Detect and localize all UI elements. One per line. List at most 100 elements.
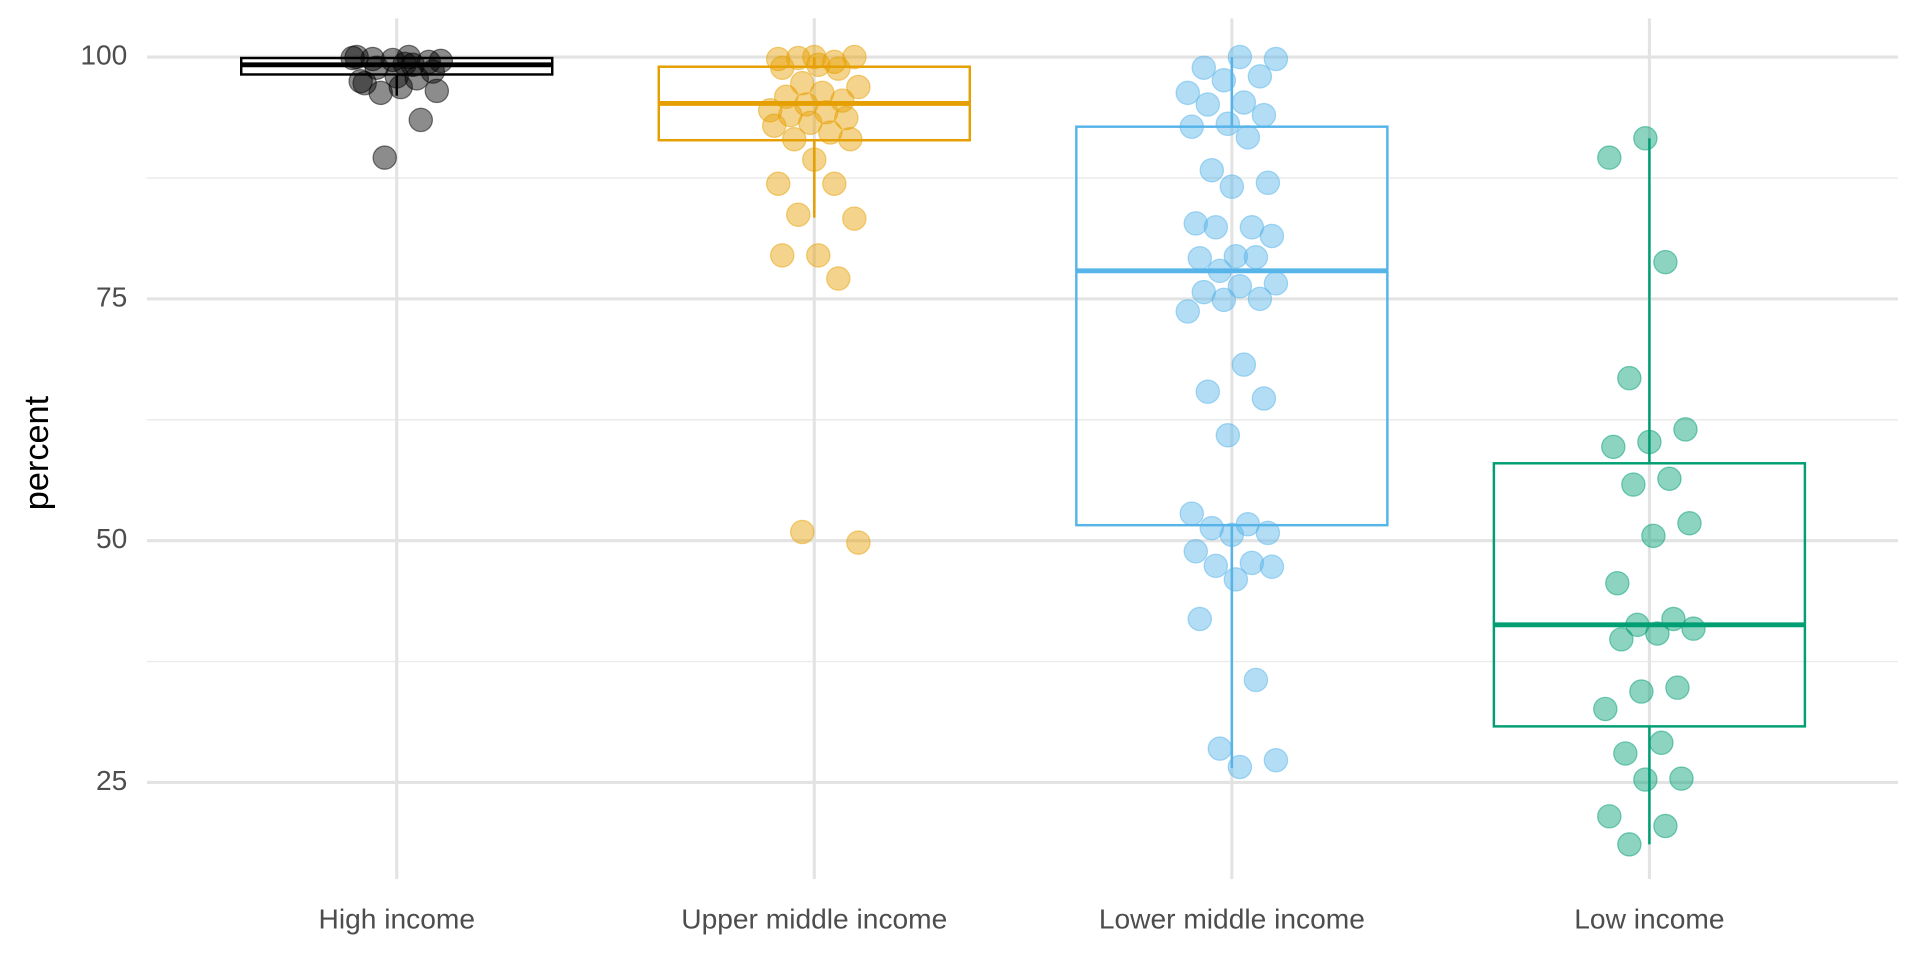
point — [786, 202, 811, 227]
point — [1235, 125, 1261, 150]
point — [1593, 696, 1618, 722]
point — [1243, 667, 1269, 693]
point — [1239, 550, 1265, 576]
point — [1633, 126, 1658, 151]
point — [822, 171, 847, 197]
point — [786, 45, 811, 71]
y-axis-label: percent — [18, 395, 56, 510]
point — [1195, 92, 1221, 117]
point — [1175, 299, 1200, 324]
point — [372, 145, 397, 170]
point — [790, 519, 815, 545]
point — [1263, 271, 1289, 296]
point — [1259, 223, 1285, 249]
point — [352, 70, 377, 96]
point — [424, 78, 450, 104]
point — [344, 44, 369, 70]
point — [1681, 616, 1706, 641]
point — [1211, 68, 1237, 93]
point — [838, 127, 863, 152]
point — [1597, 804, 1622, 829]
point — [790, 70, 815, 96]
x-tick-label: Upper middle income — [681, 903, 947, 934]
point — [798, 110, 823, 136]
point — [1179, 114, 1205, 139]
point — [1203, 215, 1229, 240]
point — [1617, 365, 1642, 391]
point — [1653, 813, 1678, 839]
point — [1223, 244, 1249, 269]
point — [1231, 352, 1257, 377]
point — [392, 51, 417, 77]
point — [1243, 245, 1269, 270]
point — [765, 171, 791, 197]
point — [842, 206, 867, 231]
point — [368, 80, 393, 106]
point — [834, 105, 859, 131]
point — [1665, 675, 1690, 700]
point — [1183, 539, 1209, 564]
point — [1195, 379, 1221, 404]
y-tick-label: 75 — [96, 281, 127, 312]
point — [1649, 730, 1674, 756]
point — [1609, 627, 1634, 652]
point — [1673, 417, 1698, 442]
point — [1179, 501, 1205, 526]
point — [1175, 80, 1200, 106]
point — [1215, 111, 1241, 137]
point — [1669, 766, 1694, 791]
point — [846, 74, 871, 100]
point — [1231, 90, 1257, 115]
point — [1617, 832, 1642, 857]
point — [1597, 145, 1622, 170]
point — [1247, 64, 1273, 89]
point — [1263, 46, 1289, 72]
point — [1227, 44, 1253, 70]
x-tick-label: High income — [318, 903, 475, 934]
point — [1251, 102, 1277, 128]
y-tick-label: 25 — [96, 765, 127, 796]
point — [1227, 754, 1253, 780]
point — [802, 147, 827, 172]
point — [769, 243, 795, 268]
point — [1251, 386, 1277, 411]
point — [1199, 157, 1225, 183]
point — [1219, 174, 1245, 199]
point — [1621, 472, 1646, 497]
point — [1199, 515, 1225, 541]
point — [757, 98, 783, 123]
point — [1601, 434, 1626, 460]
point — [1259, 554, 1285, 580]
point — [761, 113, 787, 138]
y-tick-label: 50 — [96, 523, 127, 554]
point — [1191, 55, 1217, 80]
point — [1227, 274, 1253, 299]
point — [1207, 258, 1233, 284]
point — [1629, 679, 1654, 704]
point — [1653, 249, 1678, 275]
point — [1255, 520, 1281, 546]
point — [1215, 422, 1241, 448]
point — [1641, 523, 1666, 549]
point — [1657, 466, 1682, 492]
point — [1219, 522, 1245, 548]
point — [1187, 606, 1213, 632]
point — [1605, 570, 1630, 596]
point — [826, 56, 851, 81]
x-tick-label: Lower middle income — [1099, 903, 1365, 934]
point — [1613, 741, 1638, 766]
point — [1187, 245, 1213, 271]
point — [1645, 621, 1670, 646]
point — [1247, 286, 1273, 312]
point — [1223, 567, 1249, 592]
point — [846, 530, 871, 555]
point — [806, 52, 831, 78]
point — [826, 266, 851, 291]
point — [822, 49, 847, 75]
point — [1677, 511, 1702, 536]
point — [1183, 211, 1209, 236]
x-tick-label: Low income — [1574, 903, 1724, 934]
point — [404, 66, 430, 91]
